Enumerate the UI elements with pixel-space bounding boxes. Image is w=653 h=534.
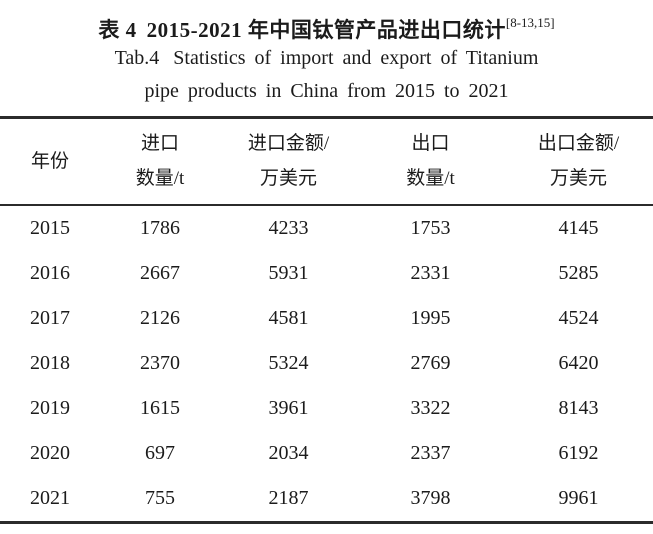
caption-zh-label: 表 4 bbox=[98, 18, 137, 42]
value-cell: 1615 bbox=[140, 396, 180, 419]
col-header-line1: 出口 bbox=[411, 133, 450, 155]
col-header-export-amount: 出口金额/ 万美元 bbox=[504, 117, 653, 206]
value-cell: 9961 bbox=[558, 486, 599, 509]
value-cell: 1995 bbox=[410, 306, 451, 329]
col-header-line2: 万美元 bbox=[549, 168, 607, 190]
table-row: 2017 2126 4581 1995 4524 bbox=[0, 296, 653, 341]
value-cell: 755 bbox=[145, 486, 175, 509]
caption-en-text: Statistics of import and export of Titan… bbox=[173, 47, 539, 69]
year-cell: 2019 bbox=[30, 396, 70, 419]
value-cell: 4524 bbox=[558, 306, 599, 329]
value-cell: 4145 bbox=[558, 216, 599, 239]
year-cell: 2020 bbox=[30, 441, 70, 464]
caption-citation-superscript: [8-13,15] bbox=[505, 15, 555, 30]
table-header-row: 年份 进口 数量/t 进口金额/ 万美元 出口 数量/t 出口金额/ 万美元 bbox=[0, 117, 653, 206]
col-header-import-quantity: 进口 数量/t bbox=[100, 117, 220, 206]
table-row: 2015 1786 4233 1753 4145 bbox=[0, 205, 653, 251]
year-cell: 2015 bbox=[30, 216, 70, 239]
value-cell: 3322 bbox=[410, 396, 451, 419]
year-cell: 2018 bbox=[30, 351, 70, 374]
col-header-year: 年份 bbox=[0, 117, 100, 206]
value-cell: 3961 bbox=[268, 396, 309, 419]
year-cell: 2021 bbox=[30, 486, 70, 509]
caption-en-label: Tab.4 bbox=[114, 47, 160, 69]
table-body: 2015 1786 4233 1753 4145 2016 2667 5931 2331 5285… bbox=[0, 205, 653, 523]
col-header-line2: 数量/t bbox=[406, 168, 455, 190]
table-caption-en-line1: Tab.4 Statistics of import and export of … bbox=[0, 42, 653, 75]
value-cell: 2337 bbox=[410, 441, 451, 464]
value-cell: 2331 bbox=[410, 261, 451, 284]
year-cell: 2016 bbox=[30, 261, 70, 284]
value-cell: 1753 bbox=[410, 216, 451, 239]
value-cell: 2667 bbox=[140, 261, 180, 284]
table-row: 2018 2370 5324 2769 6420 bbox=[0, 341, 653, 386]
value-cell: 6192 bbox=[558, 441, 599, 464]
table-row: 2020 697 2034 2337 6192 bbox=[0, 431, 653, 476]
col-header-export-quantity: 出口 数量/t bbox=[357, 117, 504, 206]
table-row: 2021 755 2187 3798 9961 bbox=[0, 476, 653, 523]
table-row: 2019 1615 3961 3322 8143 bbox=[0, 386, 653, 431]
value-cell: 5285 bbox=[558, 261, 599, 284]
col-header-year-label: 年份 bbox=[30, 150, 69, 172]
value-cell: 8143 bbox=[558, 396, 599, 419]
col-header-import-amount: 进口金额/ 万美元 bbox=[220, 117, 357, 206]
value-cell: 1786 bbox=[140, 216, 180, 239]
value-cell: 5324 bbox=[268, 351, 309, 374]
col-header-line1: 出口金额/ bbox=[537, 133, 620, 155]
value-cell: 2187 bbox=[268, 486, 309, 509]
import-export-table: 年份 进口 数量/t 进口金额/ 万美元 出口 数量/t 出口金额/ 万美元 bbox=[0, 116, 653, 524]
col-header-line1: 进口金额/ bbox=[247, 133, 330, 155]
col-header-line1: 进口 bbox=[140, 133, 179, 155]
table-caption-en-line2: pipe products in China from 2015 to 2021 bbox=[144, 80, 509, 102]
value-cell: 6420 bbox=[558, 351, 599, 374]
value-cell: 4233 bbox=[268, 216, 309, 239]
value-cell: 4581 bbox=[268, 306, 309, 329]
value-cell: 3798 bbox=[410, 486, 451, 509]
table-row: 2016 2667 5931 2331 5285 bbox=[0, 251, 653, 296]
value-cell: 2126 bbox=[140, 306, 180, 329]
value-cell: 5931 bbox=[268, 261, 309, 284]
value-cell: 2034 bbox=[268, 441, 309, 464]
value-cell: 2370 bbox=[140, 351, 180, 374]
value-cell: 2769 bbox=[410, 351, 451, 374]
table-caption-zh: 表 4 2015-2021 年中国钛管产品进出口统计[8-13,15] bbox=[0, 8, 653, 42]
caption-zh-text: 2015-2021 年中国钛管产品进出口统计 bbox=[146, 18, 506, 42]
value-cell: 697 bbox=[145, 441, 175, 464]
col-header-line2: 万美元 bbox=[259, 168, 317, 190]
year-cell: 2017 bbox=[30, 306, 70, 329]
col-header-line2: 数量/t bbox=[135, 168, 185, 190]
